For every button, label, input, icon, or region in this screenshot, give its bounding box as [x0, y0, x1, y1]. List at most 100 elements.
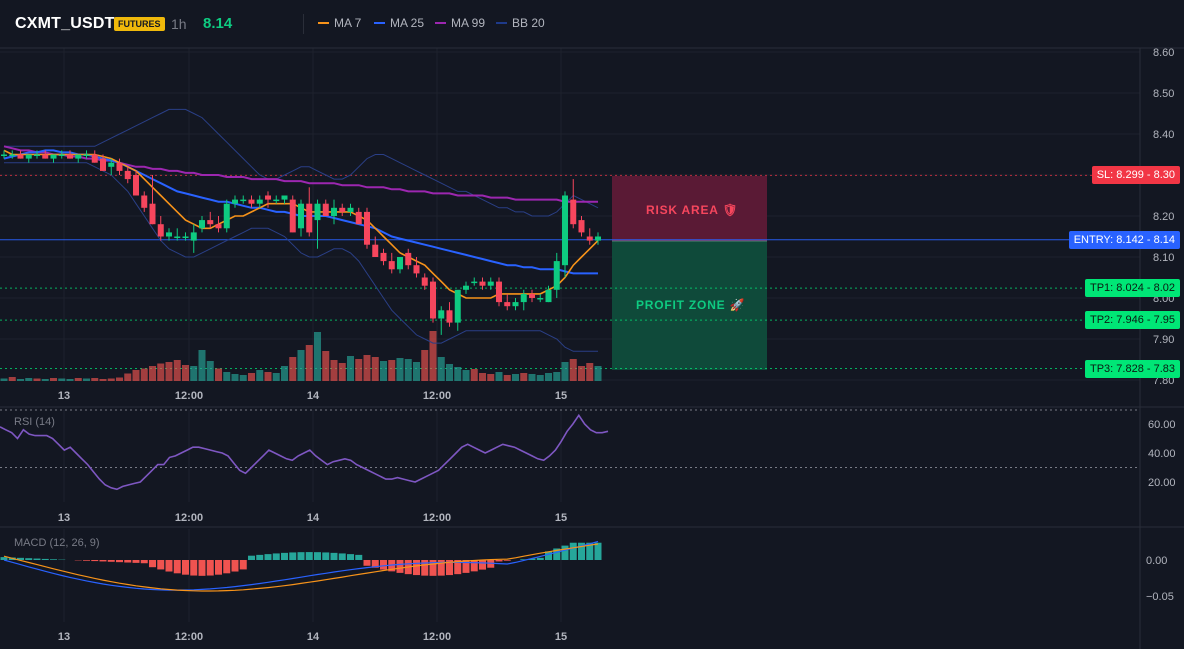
candle-body: [595, 236, 601, 241]
volume-bar: [561, 362, 569, 381]
time-tick: 12:00: [423, 631, 451, 643]
macd-histogram-bar: [479, 560, 486, 570]
volume-bar: [25, 378, 33, 381]
candle-body: [553, 261, 560, 290]
time-tick: 14: [307, 512, 320, 524]
macd-tick: −0.05: [1146, 591, 1174, 603]
candle-body: [372, 244, 379, 257]
candle-body: [314, 203, 321, 221]
macd-histogram-bar: [289, 552, 297, 560]
candle-body: [289, 199, 296, 233]
rsi-pane: RSI (14) 60.00 40.00 20.00 13 12:00 14 12:00 15: [0, 409, 1176, 524]
macd-histogram-bar: [41, 558, 49, 560]
legend-bb20[interactable]: BB 20: [496, 16, 545, 30]
macd-line: [3, 540, 599, 591]
candle-body: [108, 162, 115, 167]
volume-bar: [338, 363, 346, 381]
time-tick: 13: [58, 631, 70, 643]
macd-histogram-bar: [330, 552, 338, 560]
candle-body: [570, 199, 577, 225]
rsi-line: [0, 413, 609, 491]
macd-histogram-bar: [470, 560, 478, 572]
rsi-tick: 40.00: [1148, 448, 1176, 460]
macd-histogram-bar: [578, 542, 585, 560]
candle-body: [223, 203, 230, 229]
volume-bar: [173, 360, 181, 381]
macd-histogram-bar: [429, 560, 437, 576]
candle-body: [487, 281, 494, 286]
macd-histogram-bar: [281, 552, 288, 560]
macd-histogram-bar: [50, 559, 57, 560]
candle-body: [504, 302, 511, 307]
volume-bar: [586, 363, 594, 381]
macd-histogram-bar: [314, 552, 321, 560]
volume-bar: [528, 374, 536, 381]
macd-histogram-bar: [231, 560, 239, 572]
macd-histogram-bar: [116, 560, 123, 563]
volume-bar: [396, 358, 404, 381]
timeframe-selector[interactable]: 1h: [171, 16, 187, 32]
candle-body: [298, 203, 304, 229]
macd-histogram-bar: [107, 560, 115, 562]
volume-bar: [569, 359, 577, 381]
candle-body: [364, 211, 370, 245]
candle-body: [322, 203, 329, 216]
volume-bar: [355, 359, 363, 381]
volume-bar: [198, 350, 206, 381]
macd-histogram-bar: [83, 560, 90, 561]
volume-bar: [281, 366, 288, 381]
volume-bar: [140, 368, 148, 381]
volume-bar: [479, 373, 486, 381]
volume-bar: [487, 374, 495, 381]
candle-body: [50, 154, 57, 159]
macd-histogram-bar: [388, 560, 396, 572]
time-tick: 13: [58, 390, 70, 402]
symbol-name[interactable]: CXMT_USDT: [15, 15, 115, 32]
macd-histogram-bar: [198, 560, 206, 576]
legend-ma7[interactable]: MA 7: [318, 16, 361, 30]
candle-body: [199, 220, 205, 229]
volume-bar: [413, 362, 420, 381]
candle-body: [232, 199, 238, 204]
candle-body: [405, 252, 412, 266]
legend-ma25[interactable]: MA 25: [374, 16, 424, 30]
risk-area-label: RISK AREA 🛡: [646, 203, 738, 217]
macd-histogram-bar: [190, 560, 198, 576]
candle-body: [463, 285, 469, 290]
volume-bar: [264, 372, 272, 381]
volume-bar: [157, 363, 165, 381]
macd-histogram-bar: [99, 560, 107, 562]
trade-zones: RISK AREA 🛡 PROFIT ZONE 🚀: [612, 176, 767, 370]
candle-body: [578, 220, 585, 233]
macd-histogram-bar: [223, 560, 231, 574]
candle-body: [91, 154, 98, 163]
bb-upper-line: [4, 108, 599, 217]
candle-body: [133, 175, 139, 196]
volume-bar: [363, 355, 371, 381]
legend-ma99[interactable]: MA 99: [435, 16, 485, 30]
time-tick: 14: [307, 390, 320, 402]
candle-body: [281, 195, 288, 200]
candle-body: [380, 252, 387, 262]
macd-histogram-bar: [33, 558, 41, 560]
candle-body: [339, 207, 346, 212]
volume-bar: [58, 378, 66, 381]
legend-label: MA 7: [334, 16, 362, 30]
volume-bar: [388, 360, 396, 381]
candle-body: [562, 195, 568, 266]
macd-label: MACD (12, 26, 9): [14, 537, 100, 549]
candle-body: [215, 224, 222, 229]
volume-bar: [462, 370, 470, 381]
volume-bar: [314, 332, 321, 381]
volume-bar: [83, 378, 90, 381]
rsi-label: RSI (14): [14, 416, 55, 428]
candle-body: [17, 154, 24, 159]
legend-swatch: [496, 22, 507, 24]
price-tick: 7.90: [1153, 334, 1174, 346]
volume-bar: [470, 369, 478, 381]
volume-bar: [322, 351, 330, 381]
level-tag: SL: 8.299 - 8.30: [1091, 166, 1180, 185]
macd-histogram-bar: [182, 560, 189, 575]
macd-histogram-bar: [124, 560, 132, 563]
